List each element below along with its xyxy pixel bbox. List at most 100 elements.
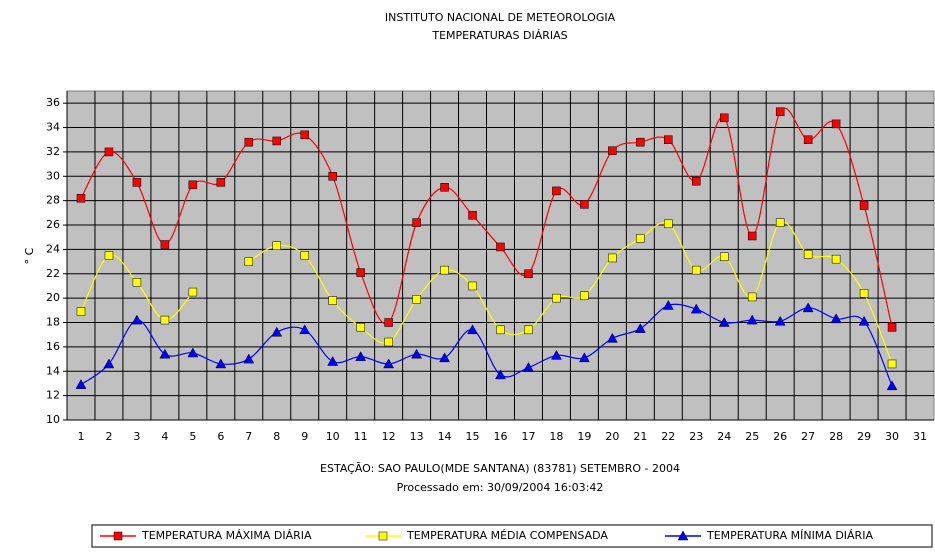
data-point [662,299,674,310]
data-point [664,219,673,229]
data-point [859,289,869,298]
data-point [664,135,673,144]
data-point [384,337,393,347]
y-tick-label: 30 [46,169,60,182]
x-tick-label: 24 [717,430,731,443]
data-point [831,254,841,264]
data-point [775,107,785,116]
x-tick-label: 1 [77,430,84,443]
x-tick-label: 17 [521,430,535,443]
data-point [383,358,395,369]
data-point [412,218,421,227]
data-point [887,323,897,332]
data-point [886,380,898,391]
data-point [552,293,561,303]
x-tick-label: 15 [466,430,480,443]
chart-title: INSTITUTO NACIONAL DE METEOROLOGIA [385,11,616,24]
data-point [187,347,199,358]
x-tick-label: 22 [661,430,675,443]
data-point [606,332,618,343]
x-tick-label: 28 [829,430,843,443]
x-tick-label: 23 [689,430,703,443]
data-point [774,315,786,326]
x-tick-label: 12 [382,430,396,443]
x-tick-label: 20 [605,430,619,443]
data-point [243,353,255,364]
data-point [747,292,757,302]
data-point [356,268,365,277]
data-point [608,146,617,155]
data-point [690,303,702,314]
x-tick-label: 27 [801,430,815,443]
x-tick-label: 18 [549,430,563,443]
data-point [468,281,477,291]
data-point [439,352,450,363]
y-tick-label: 32 [46,145,60,158]
data-point [831,119,841,129]
data-point [636,137,645,147]
data-point [524,269,533,279]
data-point [131,314,143,325]
data-point [803,250,813,259]
data-point [272,241,282,251]
data-point [747,231,757,241]
data-point [692,176,701,186]
data-point [104,147,114,157]
y-tick-label: 14 [46,364,60,377]
x-axis-label: ESTAÇÃO: SAO PAULO(MDE SANTANA) (83781) … [320,462,680,475]
x-tick-label: 16 [494,430,508,443]
data-point [578,352,590,363]
data-point [104,251,114,260]
data-point [802,302,814,313]
x-tick-label: 14 [438,430,452,443]
x-tick-label: 11 [354,430,368,443]
plot-area [66,90,935,421]
data-point [830,313,842,324]
data-point [76,193,86,203]
data-point [300,130,309,140]
x-tick-label: 26 [773,430,787,443]
y-tick-label: 24 [46,242,60,255]
data-point [496,242,505,252]
data-point [328,172,337,181]
x-tick-label: 5 [189,430,196,443]
data-point [495,369,506,380]
x-tick-label: 3 [133,430,140,443]
data-point [636,234,645,243]
data-point [188,287,198,297]
data-point [467,324,478,335]
x-tick-label: 10 [326,430,340,443]
data-point [719,252,729,261]
x-tick-label: 29 [857,430,871,443]
data-point [411,348,423,359]
x-tick-label: 7 [245,430,252,443]
data-point [244,137,254,147]
data-point [440,265,449,275]
data-point [216,178,226,187]
y-tick-label: 10 [46,413,60,426]
legend-box [91,524,933,548]
x-tick-label: 31 [913,430,927,443]
data-point [328,296,337,305]
y-tick-label: 20 [46,291,60,304]
y-tick-label: 18 [46,316,60,329]
data-point [384,318,393,327]
note: Processado em: 30/09/2004 16:03:42 [397,481,604,494]
data-point [887,359,897,369]
data-point [159,348,171,359]
data-point [355,351,367,361]
x-tick-label: 25 [745,430,759,443]
data-point [496,325,505,335]
data-point [775,218,785,227]
x-tick-label: 6 [217,430,224,443]
data-point [132,278,142,287]
data-point [327,355,339,366]
data-point [858,315,870,326]
data-point [299,324,311,335]
data-point [75,379,87,389]
y-axis-label: ° C [23,247,36,264]
data-point [523,362,534,372]
y-tick-label: 12 [46,389,60,402]
data-point [76,307,86,316]
data-point [271,326,283,337]
